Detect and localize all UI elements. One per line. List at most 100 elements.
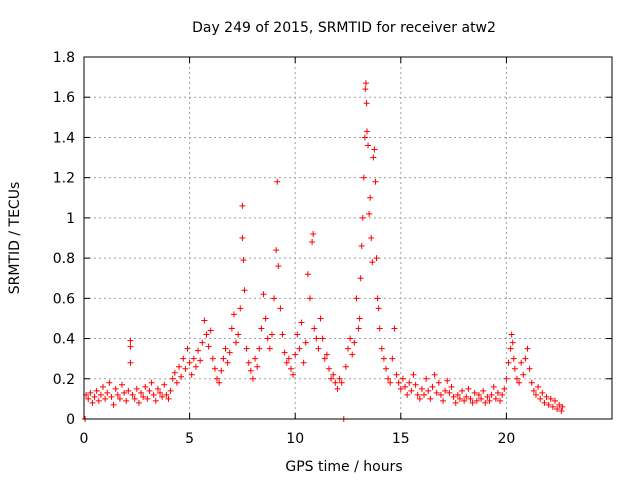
data-point (214, 375, 221, 382)
data-point (363, 100, 370, 107)
data-point (539, 389, 546, 396)
data-point (547, 395, 554, 402)
data-point (154, 385, 161, 392)
data-point (530, 387, 537, 394)
data-point (205, 343, 212, 350)
data-point (478, 395, 485, 402)
data-point (361, 134, 368, 141)
data-point (165, 395, 172, 402)
data-point (144, 395, 151, 402)
data-point (161, 381, 168, 388)
data-point (364, 128, 371, 135)
data-point (275, 263, 282, 270)
data-point (239, 202, 246, 209)
data-point (268, 331, 275, 338)
data-point (203, 331, 210, 338)
data-point (239, 235, 246, 241)
data-point (199, 339, 206, 346)
data-point (456, 395, 463, 402)
data-point (245, 359, 252, 366)
data-point (459, 387, 466, 394)
data-point (182, 365, 189, 372)
data-point (100, 383, 107, 390)
data-point (480, 387, 487, 394)
data-point (511, 365, 518, 372)
data-point (336, 375, 343, 382)
data-point (140, 393, 147, 400)
data-point (454, 391, 461, 398)
data-point (330, 371, 337, 378)
data-point (551, 397, 558, 404)
data-point (218, 367, 225, 374)
data-point (207, 327, 214, 334)
data-point (176, 363, 183, 370)
data-point (148, 379, 155, 386)
data-point (355, 325, 362, 332)
data-point (510, 355, 517, 362)
data-point (328, 375, 335, 382)
data-point (345, 345, 351, 352)
data-point (127, 337, 134, 344)
y-tick-label: 0.4 (53, 332, 75, 348)
data-point (85, 395, 92, 402)
data-point (178, 373, 185, 380)
data-point (91, 393, 98, 400)
data-point (433, 389, 440, 396)
data-point (283, 359, 290, 366)
data-point (112, 385, 119, 392)
data-point (309, 239, 316, 246)
grid (84, 57, 612, 419)
data-point (319, 335, 326, 342)
data-point (440, 397, 447, 404)
data-point (258, 325, 265, 332)
data-point (237, 305, 244, 312)
plot-frame (83, 56, 613, 420)
data-point (397, 385, 404, 392)
data-point (325, 365, 332, 372)
data-point (404, 391, 411, 398)
data-point (317, 315, 324, 322)
data-point (279, 331, 286, 338)
data-point (256, 345, 263, 352)
data-point (277, 305, 284, 312)
data-point (347, 335, 354, 342)
data-point (93, 387, 100, 394)
data-point (518, 359, 525, 366)
data-point (323, 351, 330, 358)
data-point (249, 375, 256, 382)
data-point (224, 359, 231, 366)
data-point (116, 395, 123, 402)
data-point (114, 391, 121, 398)
data-point (543, 393, 550, 400)
data-point (446, 389, 453, 396)
data-point (304, 271, 311, 278)
data-point (186, 359, 193, 366)
data-point (131, 395, 138, 402)
data-point (241, 287, 248, 294)
data-point (503, 375, 510, 382)
data-point (513, 375, 520, 382)
data-point (508, 331, 515, 338)
data-point (524, 345, 531, 352)
data-point (89, 399, 96, 406)
data-point (228, 325, 235, 332)
data-point (435, 379, 442, 386)
data-point (195, 347, 202, 354)
data-point (127, 343, 134, 350)
data-point (315, 345, 322, 352)
data-point (448, 383, 455, 390)
data-point (442, 387, 449, 394)
y-axis-label: SRMTID / TECUs (7, 182, 23, 295)
data-point (357, 275, 364, 282)
data-point (338, 379, 345, 386)
data-point (201, 317, 208, 324)
x-tick-label: 10 (286, 431, 304, 447)
data-point (473, 397, 480, 404)
data-point (163, 391, 170, 398)
y-tick-label: 0.2 (53, 372, 75, 388)
data-point (102, 395, 109, 402)
data-point (526, 365, 533, 372)
data-point (108, 393, 115, 400)
x-axis-label: GPS time / hours (285, 459, 402, 475)
x-tick-label: 15 (392, 431, 410, 447)
